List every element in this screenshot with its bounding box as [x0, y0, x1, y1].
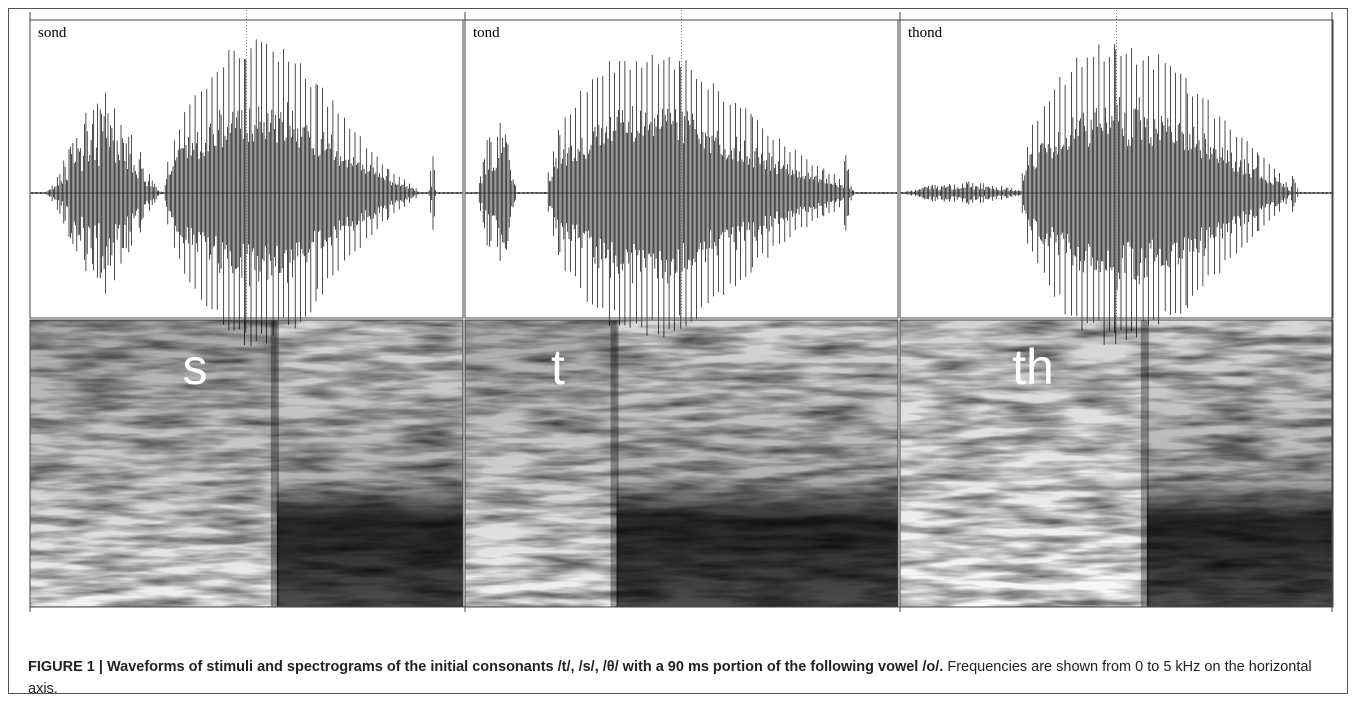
panel-border: [29, 19, 464, 319]
word-label: thond: [908, 25, 943, 41]
panel-border: [29, 319, 464, 608]
word-label: sond: [38, 25, 67, 41]
word-label: tond: [473, 25, 500, 41]
waveform: [899, 44, 1334, 345]
figure-frame: [8, 8, 1348, 694]
consonant-label: s: [183, 339, 208, 395]
consonant-label: t: [551, 339, 565, 395]
panel-border: [464, 319, 899, 608]
onset-edge: [610, 320, 619, 607]
panel-border: [899, 319, 1334, 608]
panel-border: [464, 19, 899, 319]
onset-edge: [1140, 320, 1149, 607]
panel-border: [899, 19, 1334, 319]
figure: sond s tond t thond th: [29, 10, 1334, 612]
caption-text: Frequencies are shown from 0 to 5 kHz on…: [28, 659, 1312, 697]
spectrogram-noise: [465, 320, 898, 607]
consonant-label: th: [1012, 339, 1054, 395]
onset-edge: [270, 320, 279, 607]
spectrogram-noise: [30, 320, 463, 607]
spectrogram-noise: [900, 320, 1333, 607]
caption: FIGURE 1 | Waveforms of stimuli and spec…: [28, 656, 1333, 700]
caption-title: FIGURE 1 | Waveforms of stimuli and spec…: [28, 659, 944, 675]
